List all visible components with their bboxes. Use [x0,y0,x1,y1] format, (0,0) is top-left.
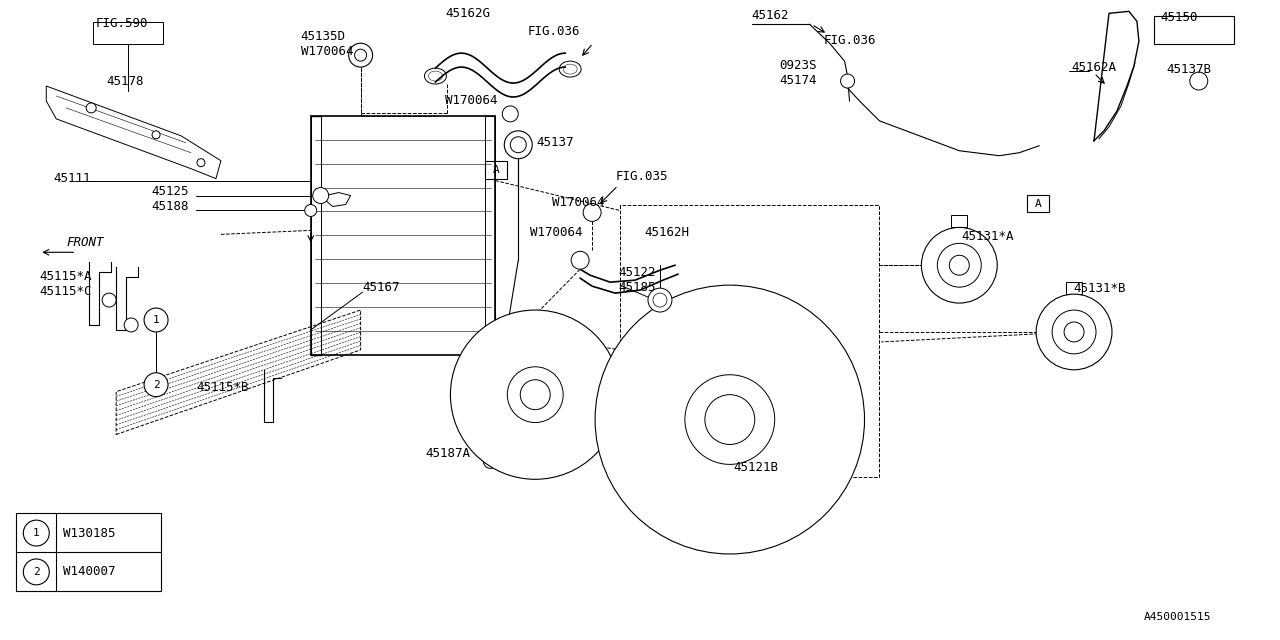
Bar [1153,17,1234,44]
Text: FRONT: FRONT [67,236,104,249]
Text: FIG.036: FIG.036 [527,25,580,38]
Circle shape [86,103,96,113]
Ellipse shape [559,61,581,77]
Text: 0923S: 0923S [780,59,817,72]
Circle shape [1036,294,1112,370]
Circle shape [152,131,160,139]
Ellipse shape [425,68,447,84]
Text: 45111: 45111 [54,172,91,185]
Circle shape [648,288,672,312]
Circle shape [197,159,205,166]
Circle shape [145,308,168,332]
Text: FIG.590: FIG.590 [95,17,147,30]
Text: 45174: 45174 [780,74,817,86]
Polygon shape [46,86,221,179]
Text: 45187A: 45187A [425,447,471,460]
Bar [951,216,968,227]
Circle shape [584,204,602,221]
Circle shape [451,310,620,479]
Text: 45122: 45122 [618,266,655,278]
Bar [1027,195,1050,212]
Circle shape [595,285,864,554]
Circle shape [124,318,138,332]
Text: 45135B: 45135B [476,381,521,394]
Text: W170064: W170064 [301,45,353,58]
Bar [93,22,163,44]
Text: 2: 2 [152,380,160,390]
Text: FIG.035: FIG.035 [616,170,668,183]
Circle shape [705,395,755,444]
Text: 45162G: 45162G [445,7,490,20]
Circle shape [922,227,997,303]
Text: W170064: W170064 [445,95,498,108]
Text: 45178: 45178 [106,74,143,88]
Text: 45121A: 45121A [476,396,521,409]
Text: 1: 1 [33,528,40,538]
Text: 45121B: 45121B [733,461,778,474]
Circle shape [23,520,50,546]
Circle shape [312,188,329,204]
Bar [311,116,321,355]
Bar [485,116,495,355]
Circle shape [685,375,774,465]
Text: 45131*A: 45131*A [961,230,1014,243]
Text: 45150: 45150 [1161,11,1198,24]
Circle shape [486,458,494,465]
Circle shape [348,44,372,67]
Text: 1: 1 [152,315,160,325]
Text: W130185: W130185 [63,527,115,540]
Circle shape [571,252,589,269]
Circle shape [841,74,855,88]
Text: W170064: W170064 [552,196,604,209]
Bar [485,161,507,179]
Text: 45125: 45125 [151,185,188,198]
Bar [1066,282,1082,294]
Text: 45115*B: 45115*B [196,381,248,394]
Text: 45137: 45137 [536,136,573,149]
Text: 45167: 45167 [362,281,401,294]
Text: 45162A: 45162A [1071,61,1116,74]
Text: 45135D: 45135D [301,29,346,43]
Text: A: A [1034,198,1042,209]
Circle shape [937,243,982,287]
Circle shape [484,454,498,468]
Text: 45185: 45185 [618,281,655,294]
Circle shape [1190,72,1208,90]
Text: 45162H: 45162H [644,226,689,239]
Text: 45115*C: 45115*C [40,285,92,298]
Circle shape [486,402,507,422]
Text: 45162: 45162 [751,9,790,22]
Circle shape [507,367,563,422]
Circle shape [1064,322,1084,342]
Circle shape [145,372,168,397]
Text: W170064: W170064 [530,226,582,239]
Bar [17,513,161,591]
Circle shape [1052,310,1096,354]
Circle shape [305,205,316,216]
Text: 45188: 45188 [151,200,188,213]
Text: FIG.036: FIG.036 [823,34,876,47]
Circle shape [950,255,969,275]
Circle shape [653,293,667,307]
Circle shape [520,380,550,410]
Circle shape [502,106,518,122]
Text: W140007: W140007 [63,565,115,579]
Circle shape [102,293,116,307]
Text: 45115*A: 45115*A [40,269,92,283]
Circle shape [504,131,532,159]
Circle shape [355,49,366,61]
Text: 2: 2 [33,567,40,577]
Circle shape [23,559,50,585]
Text: 45137B: 45137B [1167,63,1212,76]
Text: 45131*B: 45131*B [1073,282,1125,294]
Text: A: A [493,164,499,175]
Circle shape [511,137,526,153]
Text: A450001515: A450001515 [1144,612,1211,621]
